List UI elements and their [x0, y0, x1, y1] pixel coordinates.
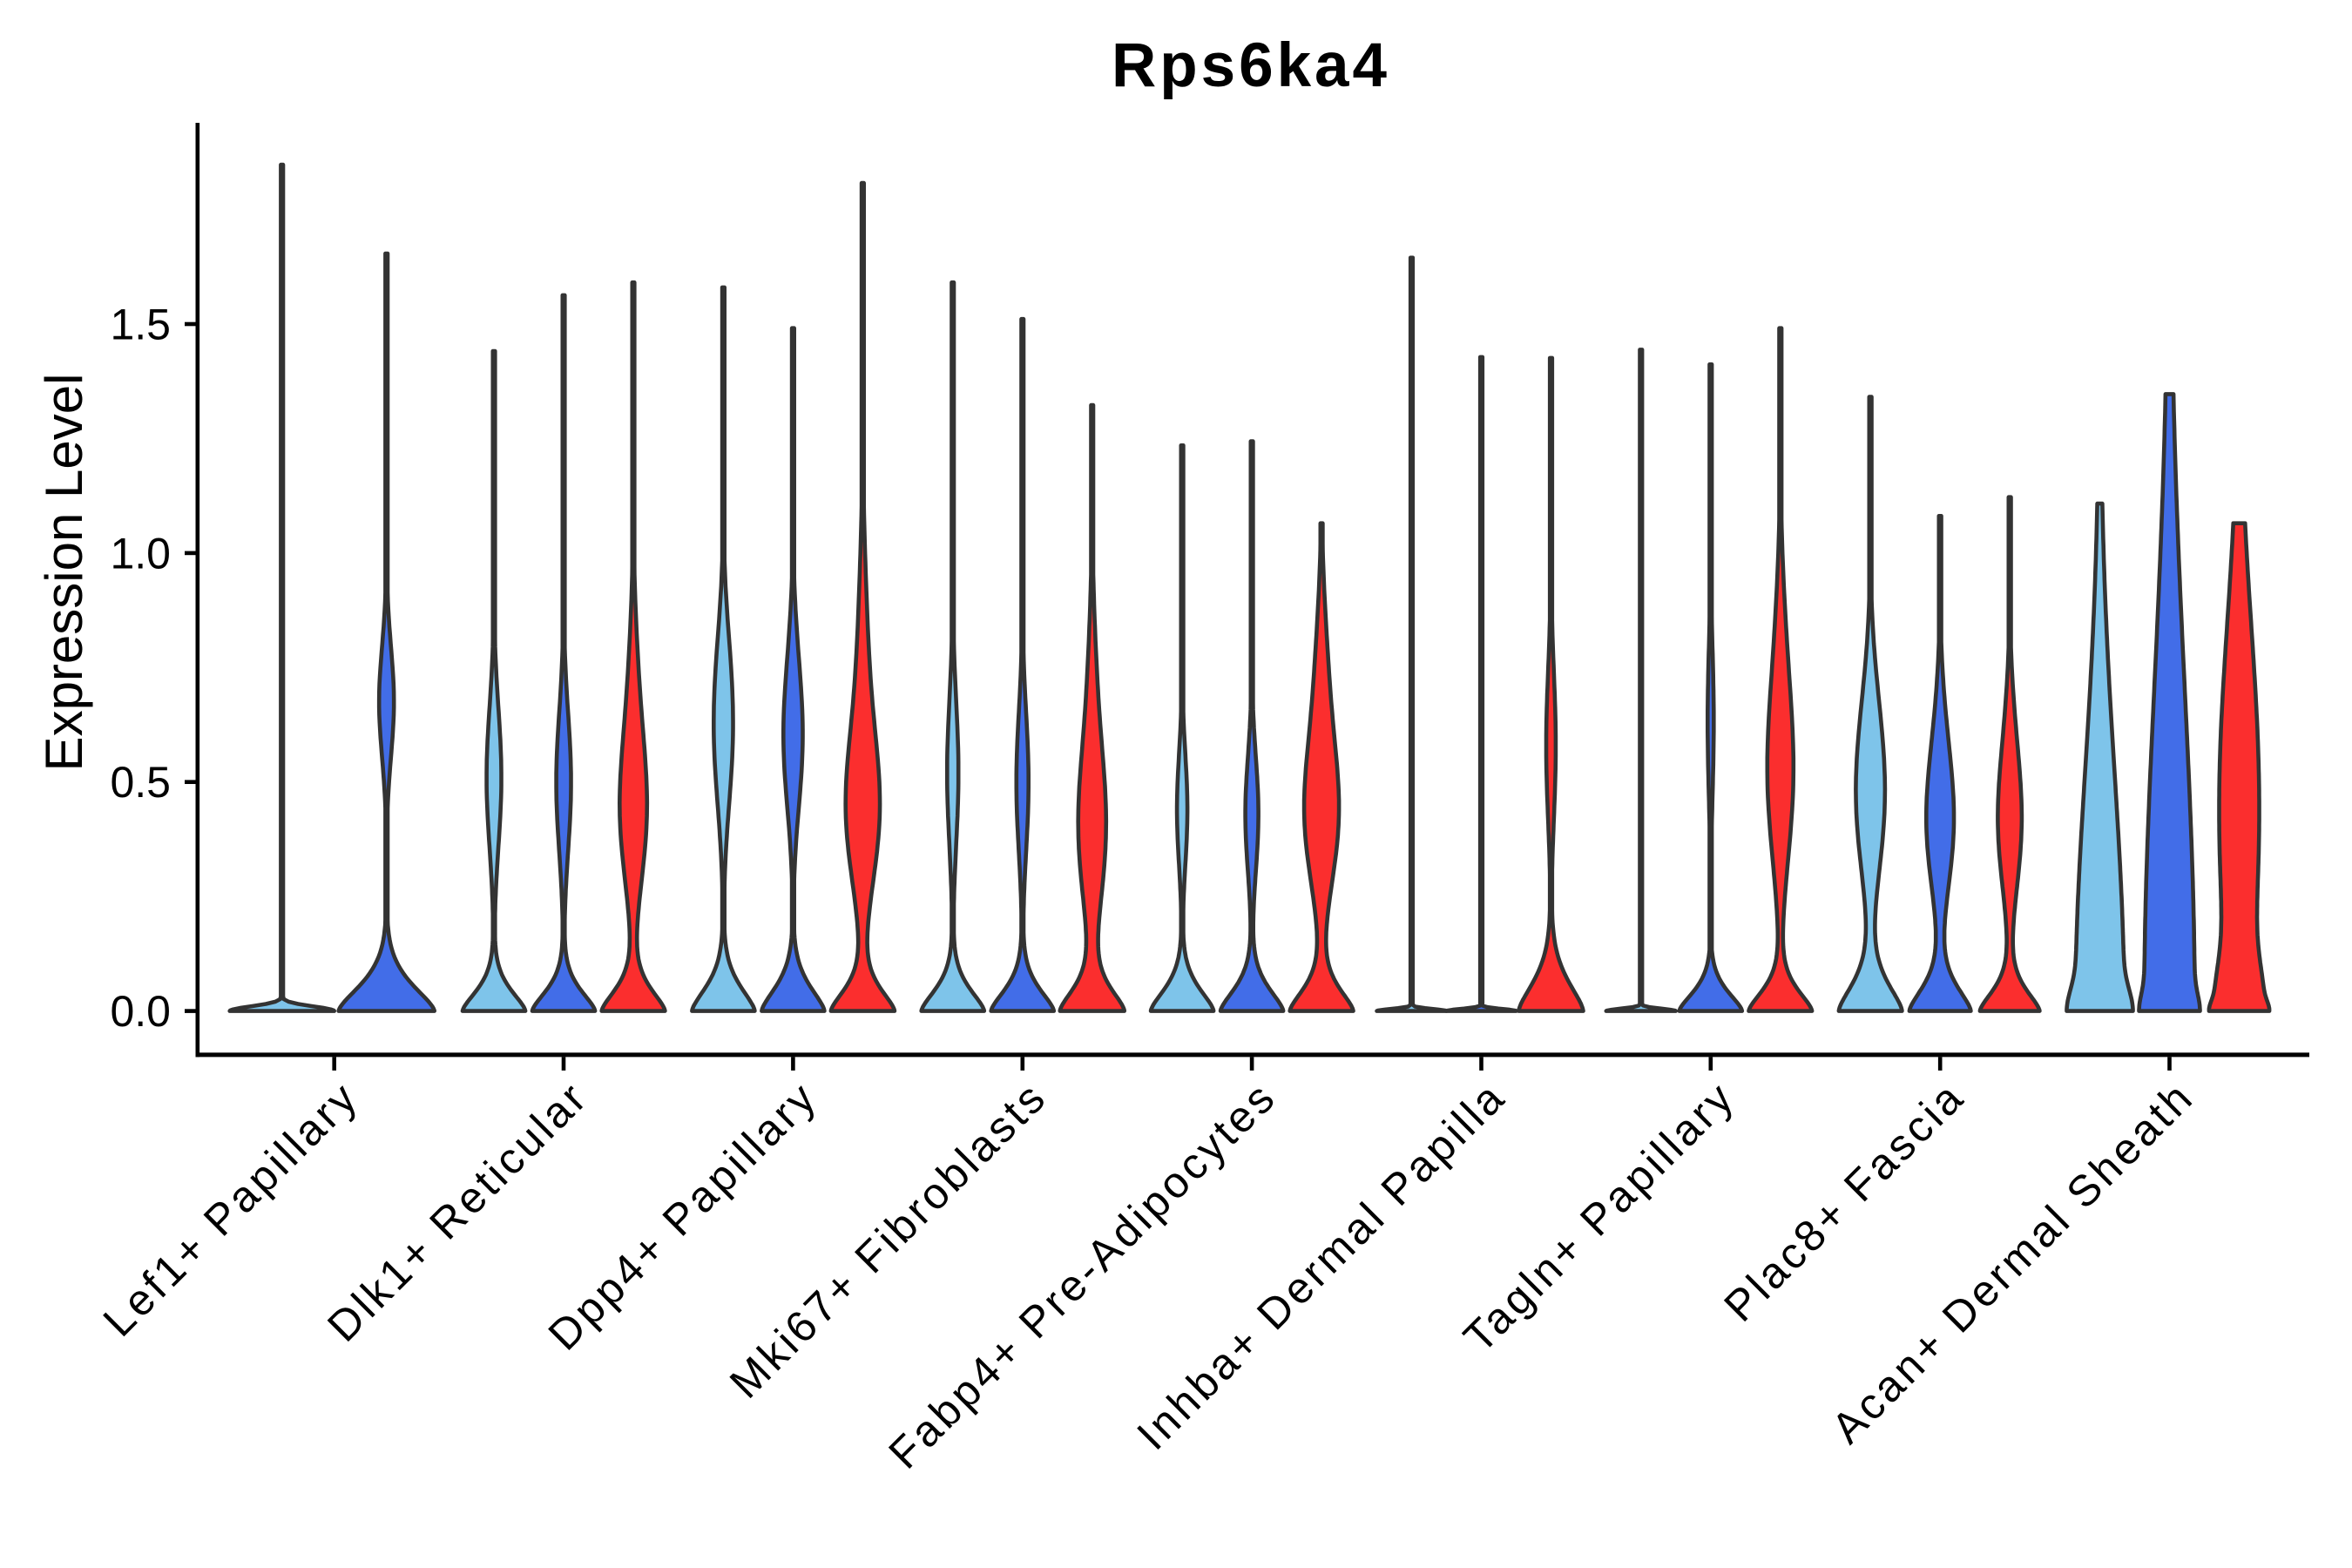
svg-text:0.5: 0.5 [110, 758, 171, 807]
svg-text:Rps6ka4: Rps6ka4 [1112, 31, 1390, 100]
svg-text:Expression Level: Expression Level [35, 374, 93, 772]
svg-text:1.0: 1.0 [110, 529, 171, 578]
svg-text:1.5: 1.5 [110, 301, 171, 349]
svg-text:0.0: 0.0 [110, 987, 171, 1036]
